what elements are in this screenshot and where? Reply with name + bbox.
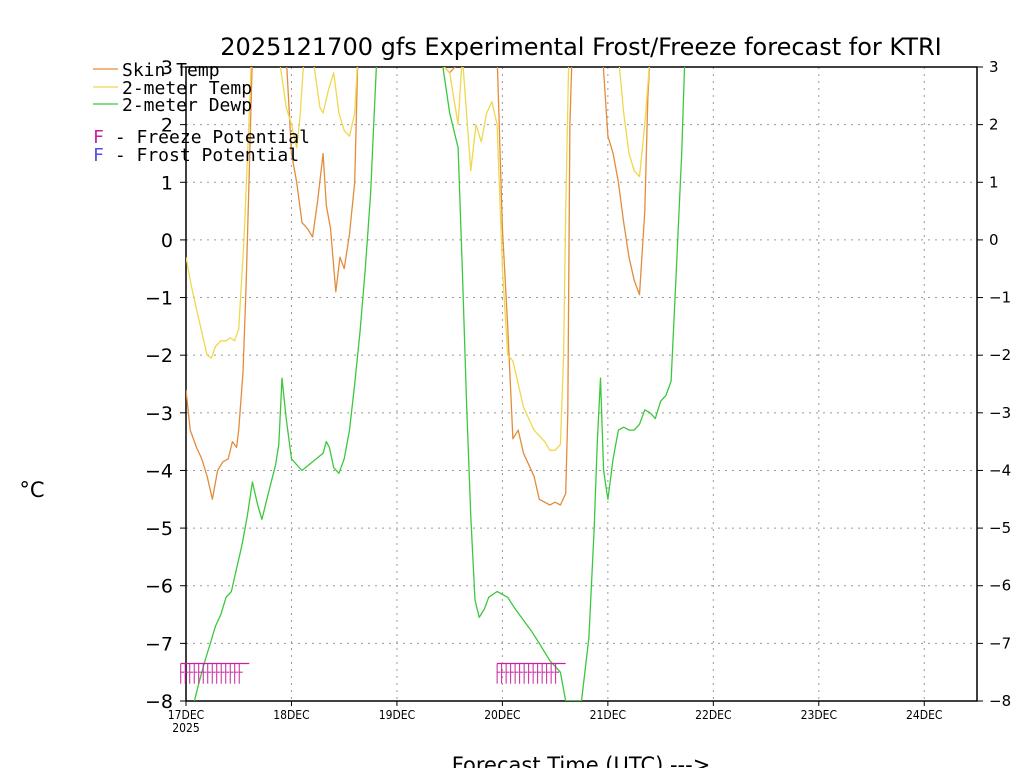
legend-item-skin-temp: Skin Temp: [93, 60, 220, 81]
y-tick-label-right: −1: [989, 289, 1011, 307]
x-tick-label: 18DEC: [273, 708, 309, 722]
y-tick-label-right: −5: [989, 519, 1011, 537]
y-tick-label-right: −7: [989, 634, 1011, 652]
x-axis: 17DEC 18DEC 19DEC 20DEC 21DEC 22DEC 23DEC 24DEC…: [168, 701, 942, 735]
y-axis-label: °C: [19, 478, 44, 502]
legend-freeze-potential: F - Freeze Potential: [93, 127, 310, 148]
legend-frost-potential: F - Frost Potential: [93, 145, 299, 166]
series-2-meter-temp: [186, 67, 650, 451]
y-tick-label-right: −6: [989, 577, 1011, 595]
freeze-marker-row: [180, 662, 250, 684]
freeze-potential-text: - Freeze Potential: [104, 127, 310, 148]
series-layer: [186, 67, 686, 701]
y-tick-label-left: −1: [145, 288, 173, 310]
y-tick-label-left: −4: [145, 460, 173, 482]
chart-title: 2025121700 gfs Experimental Frost/Freeze…: [220, 33, 941, 61]
y-tick-label-left: 1: [161, 172, 173, 194]
y-tick-label-left: −6: [145, 576, 173, 598]
y-tick-label-left: 2: [161, 115, 173, 137]
y-tick-label-right: −2: [989, 346, 1011, 364]
legend-label-skin-temp: Skin Temp: [122, 60, 220, 81]
series-2-meter-dewp: [193, 67, 686, 701]
legend-label-2m-temp: 2-meter Temp: [122, 78, 252, 99]
x-tick-label: 21DEC: [590, 708, 626, 722]
x-tick-label: 19DEC: [379, 708, 415, 722]
legend: Skin Temp 2-meter Temp 2-meter Dewp F - …: [93, 60, 310, 166]
x-tick-label: 17DEC: [168, 708, 204, 722]
legend-item-2m-dewp: 2-meter Dewp: [93, 95, 252, 116]
gridlines: [186, 67, 977, 701]
y-tick-label-left: 3: [161, 57, 173, 79]
x-tick-label: 24DEC: [906, 708, 942, 722]
plot-frame: [185, 66, 978, 702]
legend-label-2m-dewp: 2-meter Dewp: [122, 95, 252, 116]
x-axis-label: Forecast Time (UTC) --->: [452, 753, 711, 768]
freeze-potential-letter: F: [93, 127, 104, 148]
y-tick-label-left: −3: [145, 403, 173, 425]
y-tick-label-left: −7: [145, 633, 173, 655]
y-tick-label-right: 2: [989, 116, 999, 134]
x-tick-label: 20DEC: [484, 708, 520, 722]
y-tick-label-left: −8: [145, 691, 173, 713]
y-tick-label-right: 1: [989, 173, 999, 191]
x-year-label: 2025: [172, 721, 199, 735]
y-tick-label-left: −2: [145, 345, 173, 367]
y-tick-label-left: 0: [161, 230, 173, 252]
series-skin-temp: [186, 67, 651, 506]
freeze-markers: [180, 662, 566, 684]
x-tick-label: 22DEC: [695, 708, 731, 722]
y-tick-label-right: −3: [989, 404, 1011, 422]
x-tick-label: 23DEC: [801, 708, 837, 722]
y-tick-label-right: 0: [989, 231, 999, 249]
y-tick-label-left: −5: [145, 518, 173, 540]
frost-potential-text: - Frost Potential: [104, 145, 299, 166]
frost-potential-letter: F: [93, 145, 104, 166]
y-tick-label-right: 3: [989, 58, 999, 76]
y-axis-left: 3 2 1 0 −1 −2 −3 −4 −5 −6 −7 −8: [145, 57, 186, 713]
y-tick-label-right: −4: [989, 461, 1011, 479]
legend-item-2m-temp: 2-meter Temp: [93, 78, 252, 99]
freeze-marker-row: [496, 662, 566, 684]
y-axis-right: 3 2 1 0 −1 −2 −3 −4 −5 −6 −7 −8: [977, 58, 1011, 710]
y-tick-label-right: −8: [989, 692, 1011, 710]
